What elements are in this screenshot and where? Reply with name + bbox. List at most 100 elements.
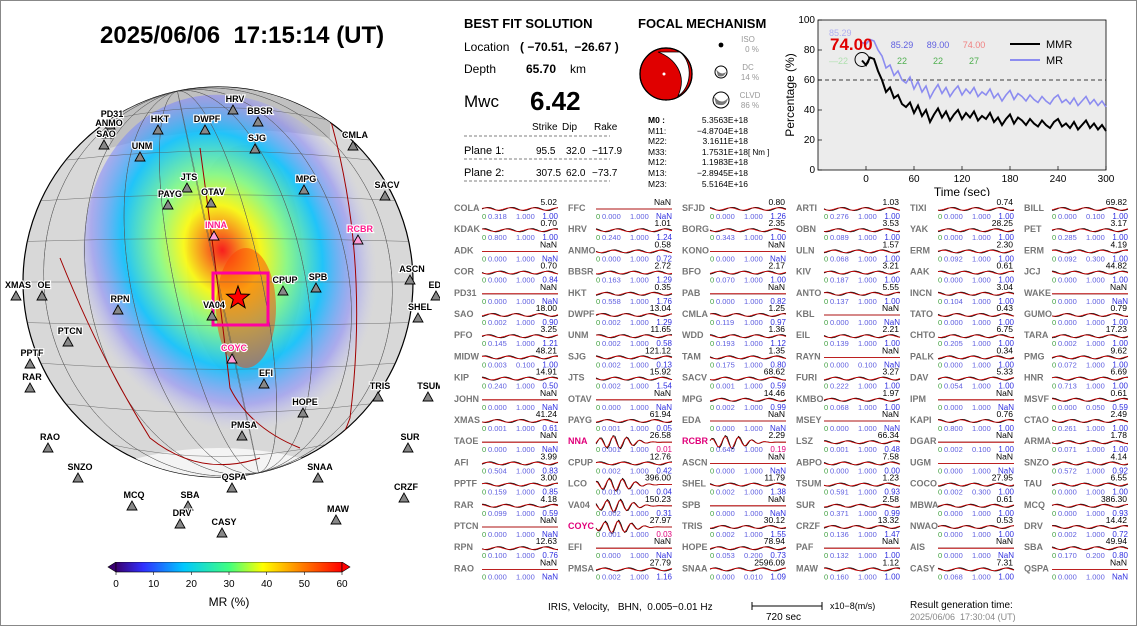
waveform-cell: WDD 1.36 0 0.193 1.000 1.12 (682, 324, 787, 348)
trace-param-a: 0 (482, 572, 486, 581)
trace-param-c: NaN (884, 424, 900, 433)
waveform-cell: NWAO 0.53 0 0.000 1.000 1.00 (910, 515, 1015, 539)
synthetic-trace (937, 313, 1015, 317)
observed-trace (937, 418, 1015, 424)
trace-param-shift: 0.002 (1058, 339, 1077, 348)
trace-param-shift: 0.000 (716, 509, 735, 518)
synthetic-trace (1051, 270, 1129, 275)
waveform-cell: ERM 2.30 0 0.092 1.000 1.00 (910, 239, 1015, 263)
waveform-cell: AAK 0.61 0 0.000 1.000 1.00 (910, 261, 1015, 285)
trace-param-c: 0.80 (1112, 551, 1128, 560)
trace-param-shift: 0.558 (602, 297, 621, 306)
max-amplitude: NaN (882, 409, 899, 419)
trace-param-a: 0 (824, 403, 828, 412)
station-marker-mpg (298, 184, 310, 195)
synthetic-trace (595, 334, 673, 338)
station-marker-cmla (347, 140, 359, 151)
max-amplitude: 41.24 (536, 409, 558, 419)
synthetic-trace (481, 504, 559, 508)
time-scale-bar (751, 602, 823, 610)
trace-param-a: 0 (482, 212, 486, 221)
trace-param-a: 0 (710, 572, 714, 581)
tensor-key: M13: (648, 167, 667, 178)
trace-param-shift: 0.000 (944, 530, 963, 539)
synthetic-trace (1051, 440, 1129, 444)
mr-heatmap-core (216, 248, 276, 368)
trace-param-a: 0 (1052, 318, 1056, 327)
observed-trace (823, 249, 901, 254)
station-marker-cpup (277, 285, 289, 296)
max-amplitude: NaN (654, 388, 671, 398)
trace-param-a: 0 (482, 551, 486, 560)
synthetic-trace (595, 228, 673, 232)
result-time-label: Result generation time: (910, 600, 1013, 611)
trace-param-b: 1.000 (516, 403, 535, 412)
peak-label: 74.00 (830, 35, 873, 54)
trace-param-b: 1.000 (516, 466, 535, 475)
trace-param-a: 0 (938, 466, 942, 475)
max-amplitude: 14.46 (764, 388, 786, 398)
waveform-cell: HKT 0.35 0 0.558 1.000 1.76 (568, 282, 673, 306)
synthetic-trace (595, 521, 672, 534)
trace-param-b: 1.000 (858, 488, 877, 497)
station-name: ARTI (796, 203, 817, 213)
station-marker-eda (430, 290, 440, 301)
trace-param-a: 0 (710, 233, 714, 242)
max-amplitude: 14.91 (536, 367, 558, 377)
y-axis-label: Percentage (%) (783, 53, 797, 136)
trace-param-c: 0.76 (542, 551, 558, 560)
trace-param-shift: 0.000 (1058, 297, 1077, 306)
station-name: COR (454, 267, 475, 277)
trace-param-a: 0 (482, 254, 486, 263)
max-amplitude: 0.43 (996, 303, 1013, 313)
synthetic-trace (823, 504, 901, 508)
waveform-cell: PAYG 61.94 0 0.001 1.000 0.05 (568, 409, 673, 433)
trace-param-shift: 0.000 (488, 297, 507, 306)
synthetic-trace (823, 249, 901, 254)
max-amplitude: NaN (540, 557, 557, 567)
trace-param-c: 1.00 (998, 424, 1014, 433)
observed-trace (709, 206, 787, 212)
synthetic-trace (1051, 461, 1129, 466)
waveform-cell: TAM 1.35 0 0.175 1.000 0.80 (682, 345, 787, 369)
trace-param-shift: 0.713 (1058, 382, 1077, 391)
trace-param-shift: 0.000 (944, 509, 963, 518)
dc-value: 14 % (741, 73, 759, 82)
station-name: CTAO (1024, 415, 1049, 425)
observed-trace (937, 567, 1015, 572)
plane-strike: 307.5 (536, 168, 561, 179)
waveform-cell: UNM 11.65 0 0.002 1.000 0.58 (568, 324, 673, 348)
trace-param-c: 0.50 (542, 382, 558, 391)
station-name: KBL (796, 309, 815, 319)
trace-param-c: 1.00 (1112, 445, 1128, 454)
station-name: SNZO (1024, 457, 1049, 467)
station-name: MIDW (454, 351, 479, 361)
trace-param-c: 0.13 (656, 360, 672, 369)
trace-param-a: 0 (710, 339, 714, 348)
station-label-unm: UNM (132, 141, 153, 151)
trace-param-c: NaN (542, 403, 558, 412)
trace-param-c: 0.90 (542, 318, 558, 327)
station-label-qspa: QSPA (222, 472, 247, 482)
station-marker-oe (36, 290, 48, 301)
trace-param-c: 1.00 (1112, 382, 1128, 391)
max-amplitude: 28.25 (992, 218, 1014, 228)
trace-param-a: 0 (710, 254, 714, 263)
trace-param-b: 1.000 (516, 551, 535, 560)
waveform-cell: TRIS 30.12 0 0.002 1.000 1.55 (682, 515, 787, 539)
max-amplitude: 30.12 (764, 515, 786, 525)
trace-param-b: 1.000 (516, 488, 535, 497)
trace-param-b: 0.100 (1086, 212, 1105, 221)
max-amplitude: 2.35 (768, 218, 785, 228)
plate-boundary (59, 257, 261, 466)
trace-param-shift: 0.159 (488, 488, 507, 497)
synthetic-trace (595, 249, 673, 254)
trace-param-shift: 0.054 (944, 382, 963, 391)
trace-param-c: 1.00 (998, 276, 1014, 285)
max-amplitude: 3.04 (996, 282, 1013, 292)
trace-param-shift: 0.000 (1058, 318, 1077, 327)
trace-param-c: NaN (770, 424, 786, 433)
bottom-row-label: 22 (897, 56, 907, 66)
trace-param-b: 1.000 (1086, 424, 1105, 433)
synthetic-trace (1051, 376, 1129, 381)
